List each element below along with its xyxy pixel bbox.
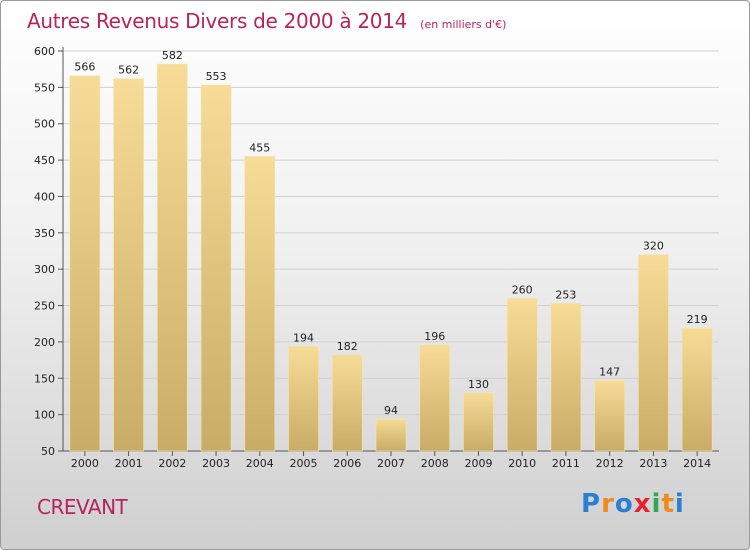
logo-letter: P: [581, 489, 602, 519]
bar-value-label: 553: [206, 70, 227, 83]
bar-value-label: 582: [162, 49, 183, 62]
bar: [331, 354, 363, 452]
bar-value-label: 253: [555, 288, 576, 301]
y-tick-label: 100: [34, 409, 55, 422]
logo-letter: x: [633, 489, 652, 519]
bar: [594, 380, 625, 452]
y-tick-label: 550: [34, 81, 55, 94]
bar-value-label: 260: [512, 283, 533, 296]
y-tick-label: 600: [34, 45, 55, 58]
logo-letter: t: [661, 489, 675, 519]
x-tick-label: 2000: [71, 457, 99, 470]
bar-value-label: 566: [74, 61, 95, 74]
logo-letter: i: [674, 489, 685, 519]
y-tick-label: 450: [34, 154, 55, 167]
place-name: CREVANT: [37, 495, 128, 519]
x-tick-label: 2014: [683, 457, 711, 470]
bar: [244, 156, 276, 452]
bar: [506, 297, 538, 452]
bar: [69, 75, 101, 452]
x-tick-label: 2002: [158, 457, 186, 470]
x-tick-label: 2013: [639, 457, 667, 470]
bar: [638, 254, 669, 452]
bar: [113, 78, 144, 452]
bar-value-label: 130: [468, 378, 489, 391]
logo-letter: i: [651, 489, 662, 519]
bar-value-label: 562: [118, 64, 139, 77]
y-tick-label: 400: [34, 190, 55, 203]
y-tick-label: 250: [34, 300, 55, 313]
proxiti-logo: Proxiti: [581, 489, 685, 519]
bar-value-label: 147: [599, 365, 620, 378]
chart-title-block: Autres Revenus Divers de 2000 à 2014 (en…: [27, 9, 506, 33]
x-tick-label: 2007: [377, 457, 405, 470]
labels: 50 100 150 200 250 300 350 400 450 500 550 600 566 20…: [34, 45, 711, 470]
logo-letter: r: [601, 489, 615, 519]
x-tick-label: 2006: [333, 457, 361, 470]
bar: [288, 345, 319, 452]
bar-value-label: 320: [643, 240, 664, 253]
bar: [419, 344, 451, 452]
chart-title: Autres Revenus Divers de 2000 à 2014: [27, 9, 408, 33]
x-tick-label: 2004: [246, 457, 274, 470]
y-tick-label: 500: [34, 118, 55, 131]
y-tick-label: 350: [34, 227, 55, 240]
x-tick-label: 2003: [202, 457, 230, 470]
y-tick-label: 50: [41, 445, 55, 458]
y-tick-label: 150: [34, 372, 55, 385]
bar-value-label: 455: [249, 141, 270, 154]
chart-subtitle: (en milliers d'€): [420, 18, 507, 31]
bar-value-label: 194: [293, 331, 314, 344]
bar: [681, 327, 713, 452]
x-tick-label: 2011: [552, 457, 580, 470]
bar: [200, 84, 232, 452]
bar-value-label: 94: [384, 404, 398, 417]
x-tick-label: 2012: [596, 457, 624, 470]
bar-value-label: 196: [424, 330, 445, 343]
logo-letter: o: [614, 489, 634, 519]
bar: [550, 303, 582, 452]
bar: [375, 418, 407, 452]
x-tick-label: 2001: [115, 457, 143, 470]
y-tick-label: 200: [34, 336, 55, 349]
x-tick-label: 2005: [290, 457, 318, 470]
x-tick-label: 2009: [464, 457, 492, 470]
bar: [157, 63, 188, 452]
x-tick-label: 2008: [421, 457, 449, 470]
bar-value-label: 182: [337, 340, 358, 353]
bar-value-label: 219: [687, 313, 708, 326]
bar: [463, 392, 494, 452]
bars: [69, 63, 713, 452]
x-tick-label: 2010: [508, 457, 536, 470]
y-tick-label: 300: [34, 263, 55, 276]
